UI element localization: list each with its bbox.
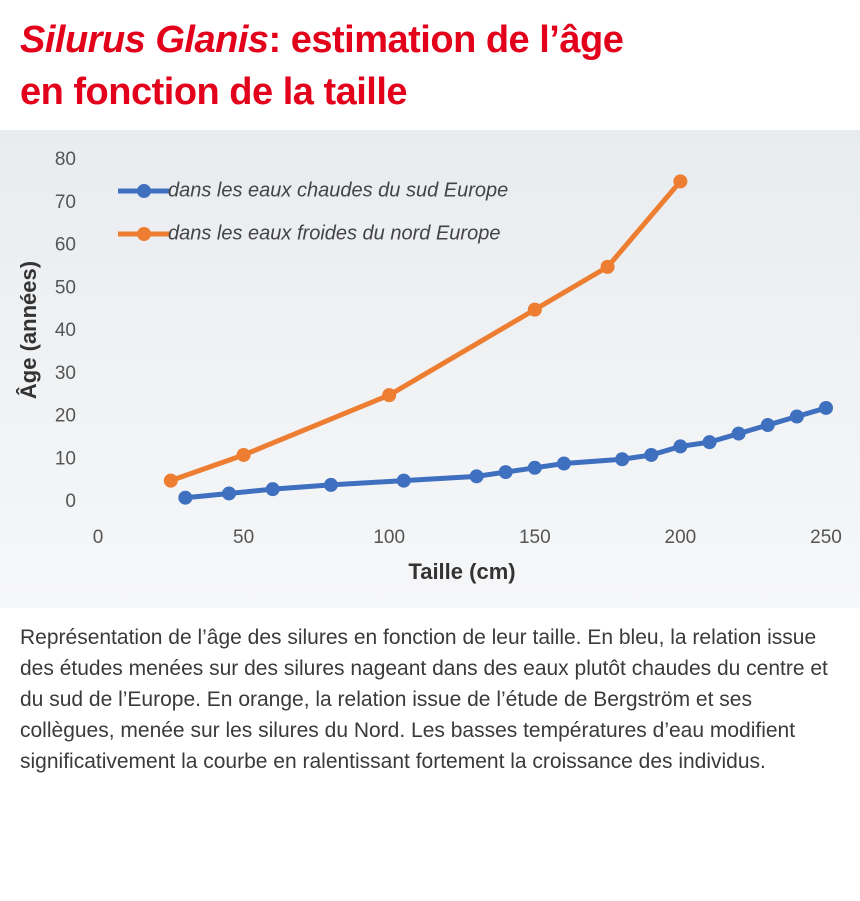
y-tick-label: 80 xyxy=(55,149,76,170)
x-tick-label: 250 xyxy=(810,527,842,548)
y-tick-label: 30 xyxy=(55,363,76,384)
y-tick-label: 20 xyxy=(55,406,76,427)
x-tick-label: 100 xyxy=(373,527,405,548)
data-point xyxy=(396,473,411,488)
legend-marker xyxy=(137,227,151,241)
title-species: Silurus Glanis xyxy=(20,19,269,61)
data-point xyxy=(644,447,659,462)
data-point xyxy=(265,482,280,497)
data-point xyxy=(527,302,542,317)
x-tick-label: 150 xyxy=(519,527,551,548)
data-point xyxy=(469,469,484,484)
data-point xyxy=(600,259,615,274)
data-point xyxy=(178,490,193,505)
data-point xyxy=(556,456,571,471)
data-point xyxy=(323,477,338,492)
caption: Représentation de l’âge des silures en f… xyxy=(20,626,828,773)
data-point xyxy=(382,388,397,403)
y-tick-label: 50 xyxy=(55,277,76,298)
data-point xyxy=(673,174,688,189)
y-tick-label: 0 xyxy=(65,491,76,512)
x-axis-label: Taille (cm) xyxy=(408,559,515,584)
y-tick-label: 40 xyxy=(55,320,76,341)
data-point xyxy=(163,473,178,488)
data-point xyxy=(731,426,746,441)
data-point xyxy=(789,409,804,424)
data-point xyxy=(236,447,251,462)
legend-label: dans les eaux chaudes du sud Europe xyxy=(168,179,508,201)
chart: Taille (cm) Âge (années) 0 10 20 30 40 50 60 70… xyxy=(0,130,860,608)
y-axis-label: Âge (années) xyxy=(16,261,41,399)
title-line: en fonction de la taille xyxy=(20,71,408,113)
data-point xyxy=(673,439,688,454)
x-tick-label: 200 xyxy=(665,527,697,548)
y-tick-label: 60 xyxy=(55,235,76,256)
series-line xyxy=(169,179,683,483)
data-point xyxy=(760,418,775,433)
data-point xyxy=(527,460,542,475)
data-point xyxy=(498,465,513,480)
x-tick-label: 0 xyxy=(93,527,104,548)
data-point xyxy=(222,486,237,501)
legend-label: dans les eaux froides du nord Europe xyxy=(168,222,500,244)
title-line: : estimation de l’âge xyxy=(268,19,624,61)
data-point xyxy=(819,400,833,415)
y-tick-label: 70 xyxy=(55,192,76,213)
title: Silurus Glanis: estimation de l’âge en fo… xyxy=(20,14,624,118)
y-tick-label: 10 xyxy=(55,448,76,469)
data-point xyxy=(702,435,717,450)
x-tick-label: 50 xyxy=(233,527,254,548)
data-point xyxy=(615,452,630,467)
legend-marker xyxy=(137,184,151,198)
